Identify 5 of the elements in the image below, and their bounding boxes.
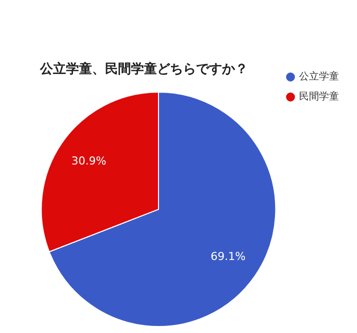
chart-title: 公立学童、民間学童どちらですか？: [39, 61, 248, 78]
data-label: 30.9%: [71, 154, 106, 168]
legend-label: 公立学童: [299, 70, 339, 83]
data-label: 69.1%: [210, 250, 246, 263]
legend-label: 民間学童: [299, 90, 339, 103]
